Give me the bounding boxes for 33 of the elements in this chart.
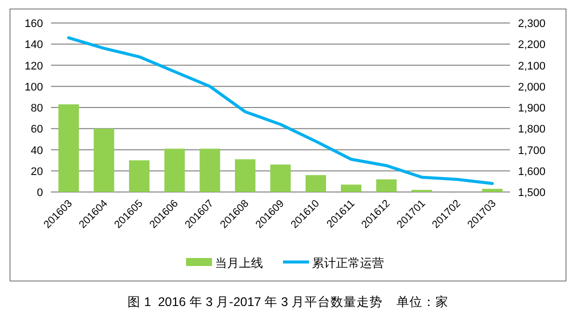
bar <box>482 188 503 192</box>
bar <box>129 160 150 192</box>
bar <box>234 159 256 192</box>
y2-tick-label: 1,500 <box>518 187 546 199</box>
y-tick-label: 40 <box>30 144 43 157</box>
y2-tick-label: 2,100 <box>518 60 546 72</box>
y2-tick-label: 1,800 <box>518 124 546 136</box>
y2-tick-label: 2,000 <box>518 81 546 94</box>
y-tick-label: 120 <box>24 60 43 72</box>
y2-tick-label: 1,700 <box>518 144 546 157</box>
legend-label: 累计正常运营 <box>312 256 384 270</box>
y-tick-label: 60 <box>30 124 43 136</box>
line-series <box>67 36 494 186</box>
y2-tick-label: 1,600 <box>518 166 546 178</box>
y-tick-label: 80 <box>30 102 43 114</box>
y2-tick-label: 1,900 <box>518 102 546 114</box>
y-tick-label: 140 <box>24 39 43 52</box>
text: 图 1 2016 年 3 月-2017 年 3 月平台数量走势 单位：家 <box>128 294 448 309</box>
bar <box>164 148 185 192</box>
bar <box>58 104 79 192</box>
bar <box>94 128 114 192</box>
y2-tick-label: 2,200 <box>518 39 546 52</box>
legend-label: 当月上线 <box>215 256 263 270</box>
y-tick-label: 160 <box>24 18 43 30</box>
bar <box>340 184 362 192</box>
bar <box>376 179 397 192</box>
y-tick-label: 0 <box>36 187 43 199</box>
y2-tick-label: 2,300 <box>518 18 546 30</box>
bar <box>270 164 291 192</box>
y-tick-label: 20 <box>30 166 43 178</box>
bar <box>306 175 326 192</box>
bar <box>200 148 220 192</box>
y-tick-label: 100 <box>24 81 43 94</box>
